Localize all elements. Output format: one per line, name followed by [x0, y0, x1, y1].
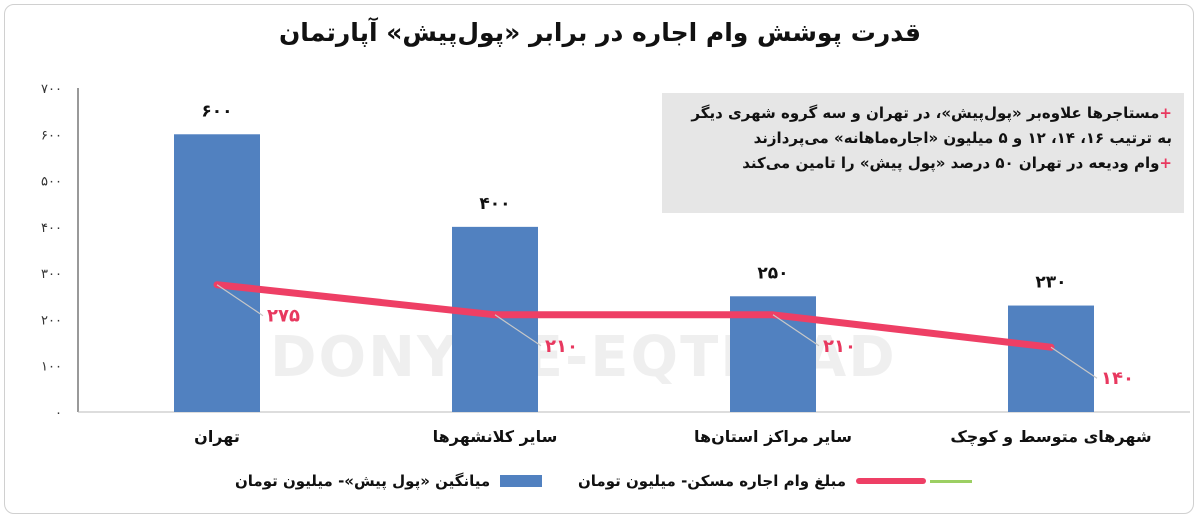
- bar: [452, 226, 538, 412]
- annotation-line-1: +مستاجرها علاوه‌بر «پول‌پیش»، در تهران و…: [691, 104, 1172, 122]
- bar: [1008, 305, 1094, 412]
- leader-line: [494, 314, 542, 347]
- legend-item-bar: میانگین «پول پیش»- میلیون تومان: [235, 466, 543, 496]
- bar-value-label: ۴۰۰: [479, 194, 510, 214]
- annotation-box: +مستاجرها علاوه‌بر «پول‌پیش»، در تهران و…: [662, 93, 1184, 213]
- line-value-label: ۲۱۰: [823, 336, 856, 357]
- bar: [174, 134, 260, 413]
- legend-item-line: مبلغ وام اجاره مسکن- میلیون تومان: [578, 466, 927, 496]
- data-labels: ۶۰۰ ۴۰۰ ۲۵۰ ۲۳۰ ۲۷۵ ۲۱۰ ۲۱۰ ۱۴۰: [201, 101, 1134, 389]
- y-axis: ۰ ۱۰۰ ۲۰۰ ۳۰۰ ۴۰۰ ۵۰۰ ۶۰۰ ۷۰۰: [41, 82, 1190, 421]
- y-tick-label: ۲۰۰: [41, 313, 62, 328]
- line-series: [213, 281, 1055, 351]
- bar-value-label: ۲۵۰: [757, 263, 788, 283]
- y-tick-label: ۶۰۰: [41, 128, 62, 143]
- plus-icon: +: [1159, 104, 1172, 122]
- plus-icon: +: [1159, 154, 1172, 172]
- category-label: تهران: [194, 427, 240, 446]
- legend-bar-swatch: [500, 475, 543, 487]
- line-value-label: ۲۱۰: [545, 336, 578, 357]
- legend-bar-label: میانگین «پول پیش»- میلیون تومان: [235, 472, 491, 490]
- annotation-line-2: به ترتیب ۱۶، ۱۴، ۱۲ و ۵ میلیون «اجاره‌ما…: [753, 129, 1172, 147]
- line-value-label: ۲۷۵: [267, 306, 300, 327]
- y-tick-label: ۷۰۰: [41, 82, 62, 97]
- category-label: شهرهای متوسط و کوچک: [950, 427, 1151, 447]
- annotation-line-3: +وام ودیعه در تهران ۵۰ درصد «پول پیش» را…: [742, 154, 1172, 172]
- category-label: سایر مراکز استان‌ها: [694, 427, 852, 446]
- y-tick-label: ۱۰۰: [41, 360, 62, 375]
- line-value-label: ۱۴۰: [1101, 368, 1134, 389]
- y-tick-label: ۴۰۰: [41, 221, 62, 236]
- bar-value-label: ۲۳۰: [1035, 273, 1066, 293]
- bar-value-label: ۶۰۰: [201, 101, 232, 121]
- category-label: سایر کلانشهرها: [433, 427, 558, 446]
- leader-line: [1050, 346, 1098, 379]
- legend-line-swatch: [856, 478, 927, 484]
- line-path: [213, 281, 1055, 351]
- y-tick-label: ۰: [55, 406, 62, 421]
- leader-line: [772, 314, 820, 347]
- legend: میانگین «پول پیش»- میلیون تومان مبلغ وام…: [0, 466, 1200, 496]
- y-tick-label: ۳۰۰: [41, 267, 62, 282]
- leader-line: [216, 284, 264, 317]
- x-axis-categories: تهران سایر کلانشهرها سایر مراکز استان‌ها شه…: [194, 427, 1151, 447]
- chart-title: قدرت پوشش وام اجاره در برابر «پول‌پیش» آ…: [278, 18, 922, 47]
- legend-extra-swatch: [930, 480, 972, 483]
- legend-line-label: مبلغ وام اجاره مسکن- میلیون تومان: [578, 472, 847, 490]
- y-tick-label: ۵۰۰: [41, 175, 62, 190]
